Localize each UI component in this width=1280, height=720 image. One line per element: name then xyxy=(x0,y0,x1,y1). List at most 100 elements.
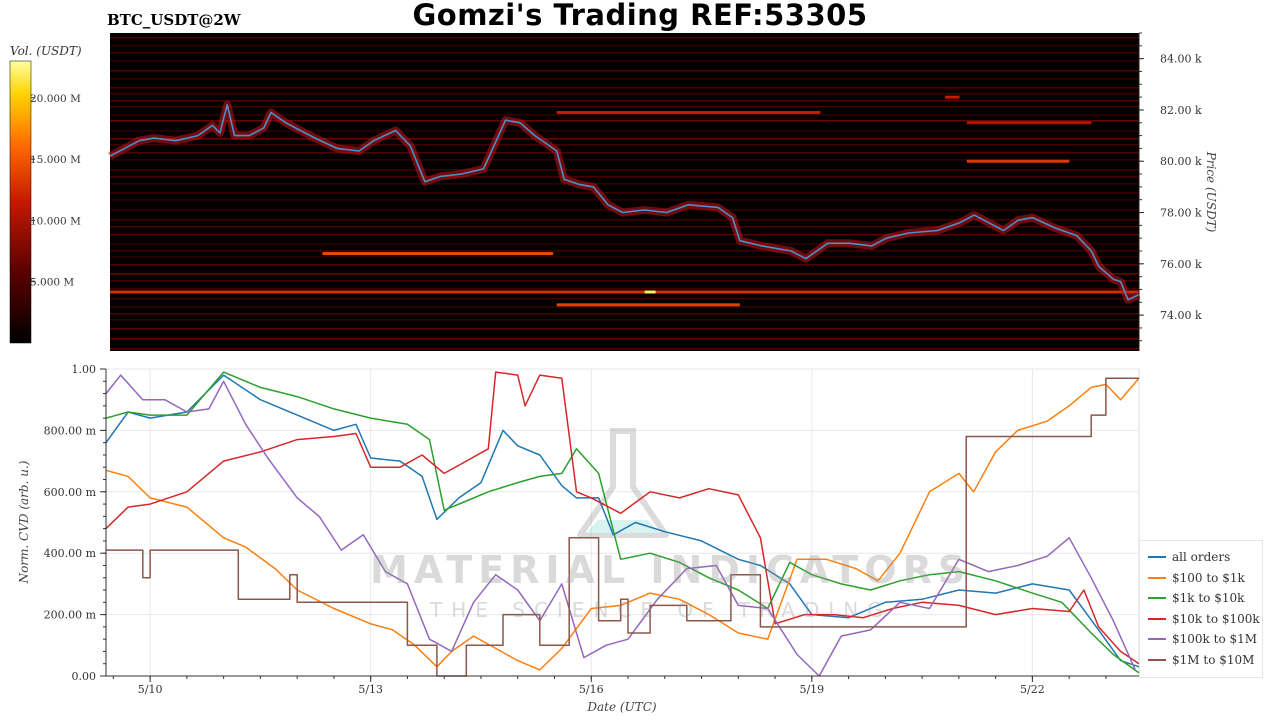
cvd-panel: 1.00 800.00 m 600.00 m 400.00 m 200.00 m 0.00… xyxy=(17,363,1140,714)
price-tick-label: 74.00 k xyxy=(1160,309,1202,322)
cvd-x-axis-label: Date (UTC) xyxy=(586,700,656,714)
heatmap-price-line xyxy=(108,100,1141,304)
liquidity-band xyxy=(110,78,1139,80)
colorbar-ticks: 20.000 M 15.000 M 10.000 M 5.000 M xyxy=(30,93,81,289)
liquidity-band xyxy=(110,176,1139,178)
liquidity-band xyxy=(110,183,1139,185)
flask-logo xyxy=(577,428,669,538)
legend-entry: $100 to $1k xyxy=(1148,570,1245,586)
legend-entry: $100k to $1M xyxy=(1148,631,1257,647)
watermark-text: MATERIAL INDICATORS xyxy=(370,548,972,592)
legend-label: $1k to $10k xyxy=(1172,591,1245,605)
liquidity-band xyxy=(110,37,1139,39)
price-tick-label: 76.00 k xyxy=(1160,258,1202,271)
liquidity-wall xyxy=(110,290,1139,294)
liquidity-band xyxy=(110,348,1139,350)
liquidity-band xyxy=(110,169,1139,171)
cvd-x-tick-label: 5/16 xyxy=(579,683,604,696)
cvd-series-1 xyxy=(105,377,1140,671)
liquidity-band xyxy=(110,138,1139,140)
price-tick-label: 84.00 k xyxy=(1160,53,1202,66)
colorbar-tick-label: 10.000 M xyxy=(30,215,81,227)
cvd-y-tick-label: 200.00 m xyxy=(44,609,97,622)
legend-swatch xyxy=(1148,617,1166,620)
liquidity-wall xyxy=(966,159,1070,163)
liquidity-band xyxy=(110,152,1139,154)
chart-title: Gomzi's Trading REF:53305 xyxy=(412,0,868,32)
price-tick-label: 80.00 k xyxy=(1160,155,1202,168)
liquidity-band xyxy=(110,130,1139,132)
liquidity-band xyxy=(110,298,1139,300)
legend-label: $10k to $100k xyxy=(1172,611,1260,626)
liquidity-band xyxy=(110,319,1139,321)
cvd-y-tick-label: 800.00 m xyxy=(44,424,97,437)
cvd-x-tick-label: 5/10 xyxy=(138,683,163,696)
liquidity-band xyxy=(110,338,1139,340)
cvd-series-4 xyxy=(105,374,1136,677)
liquidity-band xyxy=(110,243,1139,245)
liquidity-band xyxy=(110,45,1139,47)
liquidity-band xyxy=(110,256,1139,258)
symbol-label: BTC_USDT@2W xyxy=(107,11,241,29)
colorbar-gradient xyxy=(9,60,32,344)
colorbar: 20.000 M 15.000 M 10.000 M 5.000 M xyxy=(9,60,81,344)
cvd-x-tick-label: 5/22 xyxy=(1020,683,1045,696)
liquidity-band xyxy=(110,288,1139,290)
cvd-y-tick-label: 400.00 m xyxy=(44,547,97,560)
cvd-series-2 xyxy=(105,371,1140,674)
liquidity-band xyxy=(110,264,1139,266)
colorbar-tick-label: 5.000 M xyxy=(30,277,74,289)
liquidity-band xyxy=(110,144,1139,146)
legend-label: $100 to $1k xyxy=(1172,570,1245,585)
heatmap-price-ticks: 84.00 k 82.00 k 80.00 k 78.00 k 76.00 k 74.00… xyxy=(1139,32,1202,342)
price-line xyxy=(109,104,1140,301)
heatmap-y-axis-label: Price (USDT) xyxy=(1204,151,1218,233)
liquidity-band xyxy=(110,70,1139,72)
liquidity-wall xyxy=(556,111,821,114)
legend-swatch xyxy=(1148,556,1166,558)
liquidity-band xyxy=(110,273,1139,275)
cvd-x-ticks: 5/10 5/13 5/16 5/19 5/22 xyxy=(106,675,1139,696)
cvd-y-tick-label: 0.00 xyxy=(72,670,97,683)
legend-entry: $10k to $100k xyxy=(1148,611,1260,627)
legend-entry: $1M to $10M xyxy=(1148,652,1254,668)
liquidity-band xyxy=(110,234,1139,236)
cvd-y-tick-label: 600.00 m xyxy=(44,486,97,499)
legend-swatch xyxy=(1148,658,1166,661)
liquidity-band xyxy=(110,313,1139,315)
liquidity-wall xyxy=(966,121,1092,125)
liquidity-band xyxy=(110,199,1139,201)
legend-swatch xyxy=(1148,597,1166,599)
liquidity-band xyxy=(110,120,1139,122)
legend-entry: $1k to $10k xyxy=(1148,590,1244,606)
legend-swatch xyxy=(1148,576,1166,579)
cvd-legend: all orders $100 to $1k $1k to $10k $10k to … xyxy=(1139,540,1263,678)
legend-swatch xyxy=(1148,638,1166,640)
liquidity-band xyxy=(110,87,1139,89)
cvd-series-lines xyxy=(105,371,1140,677)
liquidity-band xyxy=(110,219,1139,221)
liquidity-band xyxy=(110,100,1139,102)
liquidity-wall xyxy=(322,252,554,256)
liquidity-band xyxy=(110,328,1139,330)
liquidity-band xyxy=(110,106,1139,108)
cvd-y-ticks: 1.00 800.00 m 600.00 m 400.00 m 200.00 m 0.00 xyxy=(44,363,107,683)
heatmap-walls xyxy=(110,95,1139,307)
liquidity-band xyxy=(110,114,1139,116)
cvd-series-5 xyxy=(106,377,1139,677)
liquidity-band xyxy=(110,192,1139,194)
legend-label: $1M to $10M xyxy=(1172,652,1255,667)
liquidity-band xyxy=(110,93,1139,95)
liquidity-band xyxy=(110,226,1139,228)
price-tick-label: 82.00 k xyxy=(1160,104,1202,117)
cvd-series-0 xyxy=(105,374,1140,668)
cvd-x-tick-label: 5/13 xyxy=(358,683,383,696)
colorbar-tick-label: 20.000 M xyxy=(30,93,81,105)
heatmap-panel: 84.00 k 82.00 k 80.00 k 78.00 k 76.00 k 74.00… xyxy=(108,32,1218,351)
cvd-y-tick-label: 1.00 xyxy=(72,363,97,376)
price-tick-label: 78.00 k xyxy=(1160,207,1202,220)
liquidity-wall xyxy=(644,290,656,294)
liquidity-band xyxy=(110,306,1139,308)
cvd-x-tick-label: 5/19 xyxy=(799,683,824,696)
liquidity-band xyxy=(110,60,1139,62)
